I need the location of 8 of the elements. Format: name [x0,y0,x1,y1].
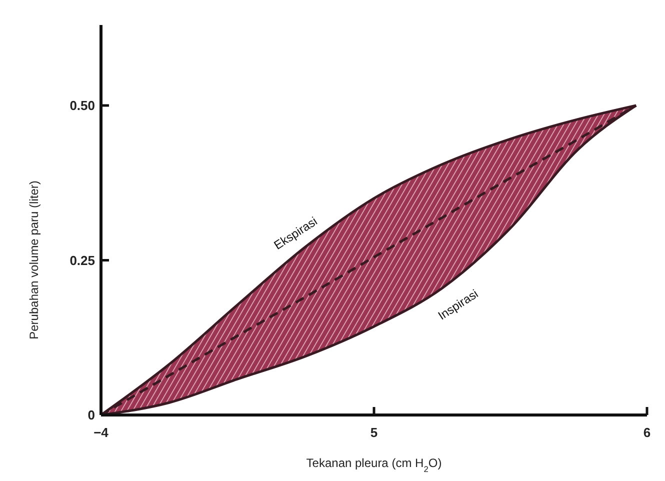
y-tick-label: 0.25 [70,252,95,268]
x-tick-label: 5 [370,425,378,440]
y-tick-label: 0.50 [70,98,95,114]
x-tick-label: −4 [94,425,110,440]
x-tick-label: 6 [643,425,651,440]
y-tick-label: 0 [88,408,95,423]
y-axis-title: Perubahan volume paru (liter) [27,180,41,340]
x-axis-title: Tekanan pleura (cm H$_{2}$O) [306,456,442,474]
